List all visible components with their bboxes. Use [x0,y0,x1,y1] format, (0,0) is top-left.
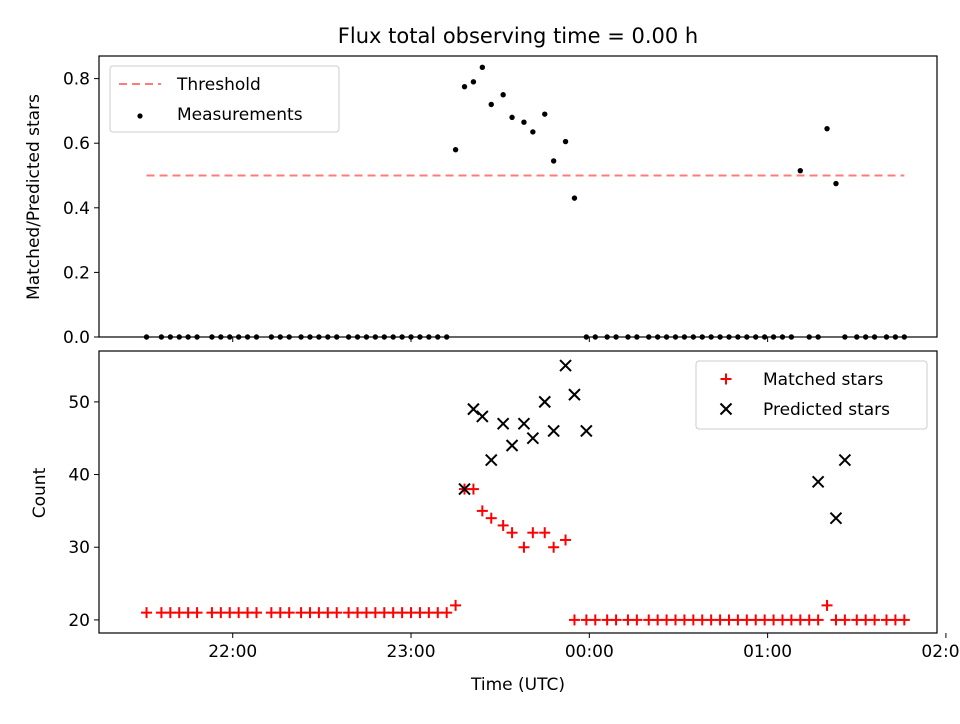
measurements-legend-label: Measurements [177,105,303,125]
predicted-star-point [476,410,489,423]
measurement-point [500,92,506,98]
matched-star-point [539,527,551,539]
top-x-ticks [232,337,769,342]
bottom-y-axis: 20 30 40 50 [68,393,99,631]
bottom-ylabel: Count [30,467,50,518]
matched-star-point [869,614,881,626]
measurement-point [833,180,839,187]
measurement-point [479,64,486,71]
predicted-star-point [467,402,480,416]
predicted-star-point [458,482,471,496]
matched-star-point [610,614,622,626]
matched-legend-label: Matched stars [763,370,883,390]
bottom-legend-box [695,360,928,430]
matched-star-point [821,599,833,611]
predicted-star-point [829,511,843,525]
predicted-star-point [505,439,519,452]
matched-star-point [485,512,497,524]
predicted-legend-label: Predicted stars [763,400,890,420]
y-tick-label: 0.2 [63,263,90,283]
x-tick-label: 01:00 [743,642,792,662]
matched-star-point [568,614,580,626]
measurement-point [530,129,536,135]
matched-star-point [450,599,462,611]
predicted-star-point [559,359,572,372]
top-legend: Threshold Measurements [109,65,340,133]
measurement-point [521,119,527,125]
matched-star-point [527,527,539,539]
matched-legend-marker [720,373,732,385]
matched-legend-swatch [720,373,732,385]
top-axes-frame [98,55,938,338]
predicted-star-point [547,424,560,438]
matched-star-point [898,614,910,626]
predicted-star-point [485,453,498,467]
measurement-point [562,138,569,145]
predicted-star-point [580,424,593,438]
matched-star-point [250,607,262,619]
matched-star-point [191,607,203,619]
x-tick-label: 22:00 [208,642,257,662]
top-panel: Flux total observing time = 0.00 h 0.00.… [24,24,938,348]
measurement-point [542,111,548,117]
measurement-point [470,79,477,85]
measurement-point [488,101,494,108]
bottom-axes-frame [98,350,938,634]
y-tick-label: 0.0 [63,328,90,348]
bottom-xlabel: Time (UTC) [470,675,565,695]
matched-star-point [467,483,479,495]
y-tick-label: 0.4 [63,199,90,219]
predicted-star-point [526,432,540,445]
matched-star-point [518,541,530,553]
predicted-star-point [811,475,825,489]
matched-star-point [812,614,824,626]
top-y-axis: 0.0 0.2 0.4 0.6 0.8 [63,70,99,348]
y-tick-label: 50 [68,393,90,413]
measurement-point [461,83,468,90]
measurement-point [509,114,515,121]
matched-star-point [506,527,518,539]
matched-star-point [548,541,560,553]
matched-star-point [631,614,643,626]
measurement-point [452,146,459,153]
predicted-legend-swatch [719,402,733,416]
y-tick-label: 30 [68,538,90,558]
matched-star-point [589,614,601,626]
matched-star-point [441,607,453,619]
measurement-point [797,167,804,174]
threshold-legend-label: Threshold [176,75,261,95]
matched-star-point [497,519,509,531]
predicted-star-point [568,388,581,401]
matched-star-point [141,607,153,619]
predicted-star-point [538,395,551,409]
x-tick-label: 23:00 [387,642,436,662]
bottom-legend: Matched stars Predicted stars [695,360,928,430]
top-legend-box [109,65,340,133]
bottom-plot-area [141,359,910,626]
predicted-star-point [496,417,510,430]
measurements-legend-swatch [137,113,143,119]
x-tick-label: 02:00 [921,642,960,662]
measurement-point [824,125,830,132]
measurement-point [550,158,557,164]
x-tick-label: 00:00 [565,642,614,662]
y-tick-label: 0.8 [63,70,90,90]
chart-title: Flux total observing time = 0.00 h [338,24,698,48]
matched-star-point [839,614,851,626]
predicted-star-point [838,453,852,467]
matched-star-point [283,607,295,619]
matched-star-point [476,505,488,517]
measurement-point [571,195,578,201]
y-tick-label: 0.6 [63,134,90,154]
top-ylabel: Matched/Predicted stars [24,94,44,300]
matched-star-point [560,534,572,546]
predicted-legend-marker [719,402,733,416]
y-tick-label: 40 [68,466,90,486]
y-tick-label: 20 [68,611,90,631]
predicted-star-point [517,417,531,430]
matched-star-point [331,607,343,619]
